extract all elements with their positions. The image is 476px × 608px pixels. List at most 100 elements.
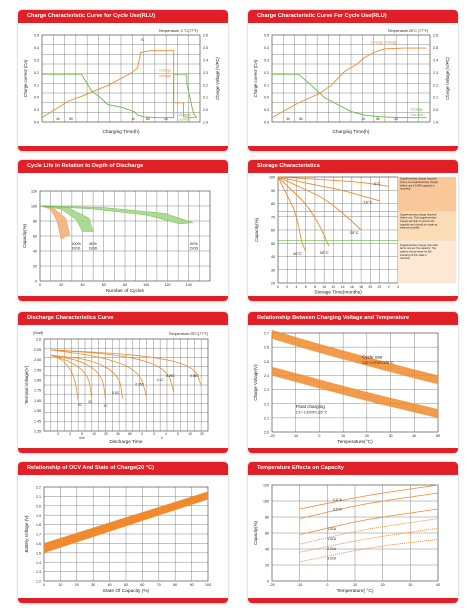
series-line — [299, 484, 439, 510]
y-tick-label: 2.1 — [264, 416, 269, 420]
x-tick-label: 140 — [186, 283, 192, 287]
chart-title: Cycle Life in Relation to Depth of Disch… — [18, 160, 228, 173]
series-line — [50, 349, 147, 397]
chart-note: Temperature: 2 °C(77°F) — [159, 29, 198, 33]
y-tick-label: 1.4 — [36, 561, 41, 565]
y-tick-label: 80 — [33, 220, 37, 224]
card-footer-bar — [18, 146, 228, 151]
y-tick-label: 0.4 — [34, 46, 39, 50]
y-tick-label: 0.0 — [34, 96, 39, 100]
series-label: 3.0CA — [327, 556, 337, 560]
x-unit-label: min — [79, 436, 84, 440]
x-axis-label: State Of Capacity (%) — [103, 588, 150, 594]
y-tick-label: 1.65 — [34, 399, 41, 403]
zone-note: reached. — [400, 256, 410, 260]
y-tick-label: 1.6 — [36, 542, 41, 546]
annotation-label: S — [141, 37, 144, 42]
zone-note: before use if 100% capacity is — [400, 183, 435, 187]
x-tick-label: 80 — [123, 283, 127, 287]
x-tick-label: 10 — [92, 432, 96, 436]
series-line — [50, 349, 202, 386]
y-tick-label: 1.85 — [34, 378, 41, 382]
series-label: 3C — [88, 400, 93, 404]
series-label: 2C — [78, 403, 83, 407]
y-tick-label: 100 — [263, 500, 269, 504]
zone-note: Supplementary charge may often — [400, 243, 439, 247]
series-label: 2.27~2.30V/PC±25 °C — [296, 411, 328, 415]
zone-note: fail to recover the capacity. The — [400, 246, 436, 250]
x-tick-label: 22 — [378, 285, 382, 289]
series-line — [277, 176, 380, 202]
y-tick-label: 2.6 — [36, 338, 41, 342]
x-tick-label: 90 — [190, 583, 194, 587]
zone-band — [397, 240, 457, 284]
series-line — [50, 354, 123, 399]
series-label: 1C — [103, 404, 108, 408]
chart-card-charge-cycle-1: Charge Characteristic Curve for Cycle Us… — [18, 10, 228, 151]
x-tick-label: 10 — [341, 434, 345, 438]
y2-tick-label: 2.6 — [203, 34, 208, 38]
y-tick-label: 0.0 — [264, 96, 269, 100]
y2-tick-label: 2.3 — [203, 71, 208, 75]
card-footer-bar — [248, 448, 458, 453]
chart-card-storage: Storage Characteristics 100 90 80 70 60 50 40 3… — [248, 160, 458, 301]
series-label: DOD — [72, 247, 81, 251]
x-tick-label: 10 — [188, 432, 192, 436]
series-label: 10°C — [364, 200, 373, 205]
x-tick-label: 3 — [57, 432, 59, 436]
series-line — [50, 354, 93, 399]
series-line — [299, 508, 439, 535]
y-tick-label: 50 — [271, 242, 275, 246]
chart-card-temperature-capacity: Temperature Effects on Capacity 120 100 80… — [248, 462, 458, 603]
y-axis-label: Charge current (CA) — [253, 59, 258, 97]
chart-title: Temperature Effects on Capacity — [248, 462, 458, 475]
series-line-voltage — [41, 50, 197, 119]
series-label: 0.1C — [157, 378, 164, 382]
x-tick-label: 16 — [350, 285, 354, 289]
y-tick-label: 70 — [271, 215, 275, 219]
chart-canvas: 120 100 80 60 40 20 0 20 40 60 80 100 120 140 0 Capacit… — [22, 190, 211, 294]
zone-band — [397, 211, 457, 241]
series-line — [299, 527, 439, 553]
card-footer-bar — [248, 296, 458, 301]
y2-axis-label: Charge Voltage (V/PC) — [445, 57, 450, 100]
y-tick-label: 2.1 — [36, 495, 41, 499]
y-tick-label: 2.0 — [264, 431, 269, 435]
x-tick-label: 4 — [397, 285, 399, 289]
dod-band — [39, 205, 194, 225]
series-label-voltage: Voltage — [159, 74, 172, 78]
y-tick-label: 20 — [33, 265, 37, 269]
series-label: 0.1CA — [333, 498, 343, 502]
ocv-band — [43, 491, 209, 554]
x-tick-label: 50 — [436, 434, 440, 438]
x-tick-label: 120 — [165, 283, 171, 287]
zone-note: (Carry out supplementary charge — [400, 180, 438, 184]
series-label: 50% — [190, 242, 198, 246]
x-axis-label: Temperature( °C) — [337, 588, 374, 594]
x-tick-label: 20 — [200, 432, 204, 436]
series-line — [50, 354, 106, 399]
y-tick-label: 0.3 — [34, 58, 39, 62]
zone-note: charge will help to recover the — [400, 219, 435, 223]
y-tick-label: 2.7 — [264, 332, 269, 336]
y-tick-label: 40 — [33, 250, 37, 254]
y-tick-label: 0 — [35, 280, 37, 284]
chart-card-discharge: Discharge Characteristics Curve Temperat… — [18, 312, 228, 453]
y-tick-label: 80 — [265, 516, 269, 520]
chart-card-voltage-temperature: Relationship Between Charging Voltage an… — [248, 312, 458, 453]
y2-tick-label: 2.3 — [433, 71, 438, 75]
series-label-current: Charge — [179, 113, 191, 117]
y-tick-label: 1.8 — [36, 523, 41, 527]
series-label: 0.6C — [112, 391, 119, 395]
zone-note: capacity and should be made as — [400, 222, 438, 226]
x-tick-label: 20 — [368, 285, 372, 289]
card-footer-bar — [18, 448, 228, 453]
series-line — [299, 518, 439, 545]
y2-tick-label: 2.0 — [433, 108, 438, 112]
x-tick-label: 8h — [299, 117, 303, 121]
x-tick-label: -20 — [269, 434, 274, 438]
x-tick-label: 0 — [277, 285, 279, 289]
zone-note: battery should never be left — [400, 250, 432, 254]
series-label: DOD — [190, 247, 199, 251]
